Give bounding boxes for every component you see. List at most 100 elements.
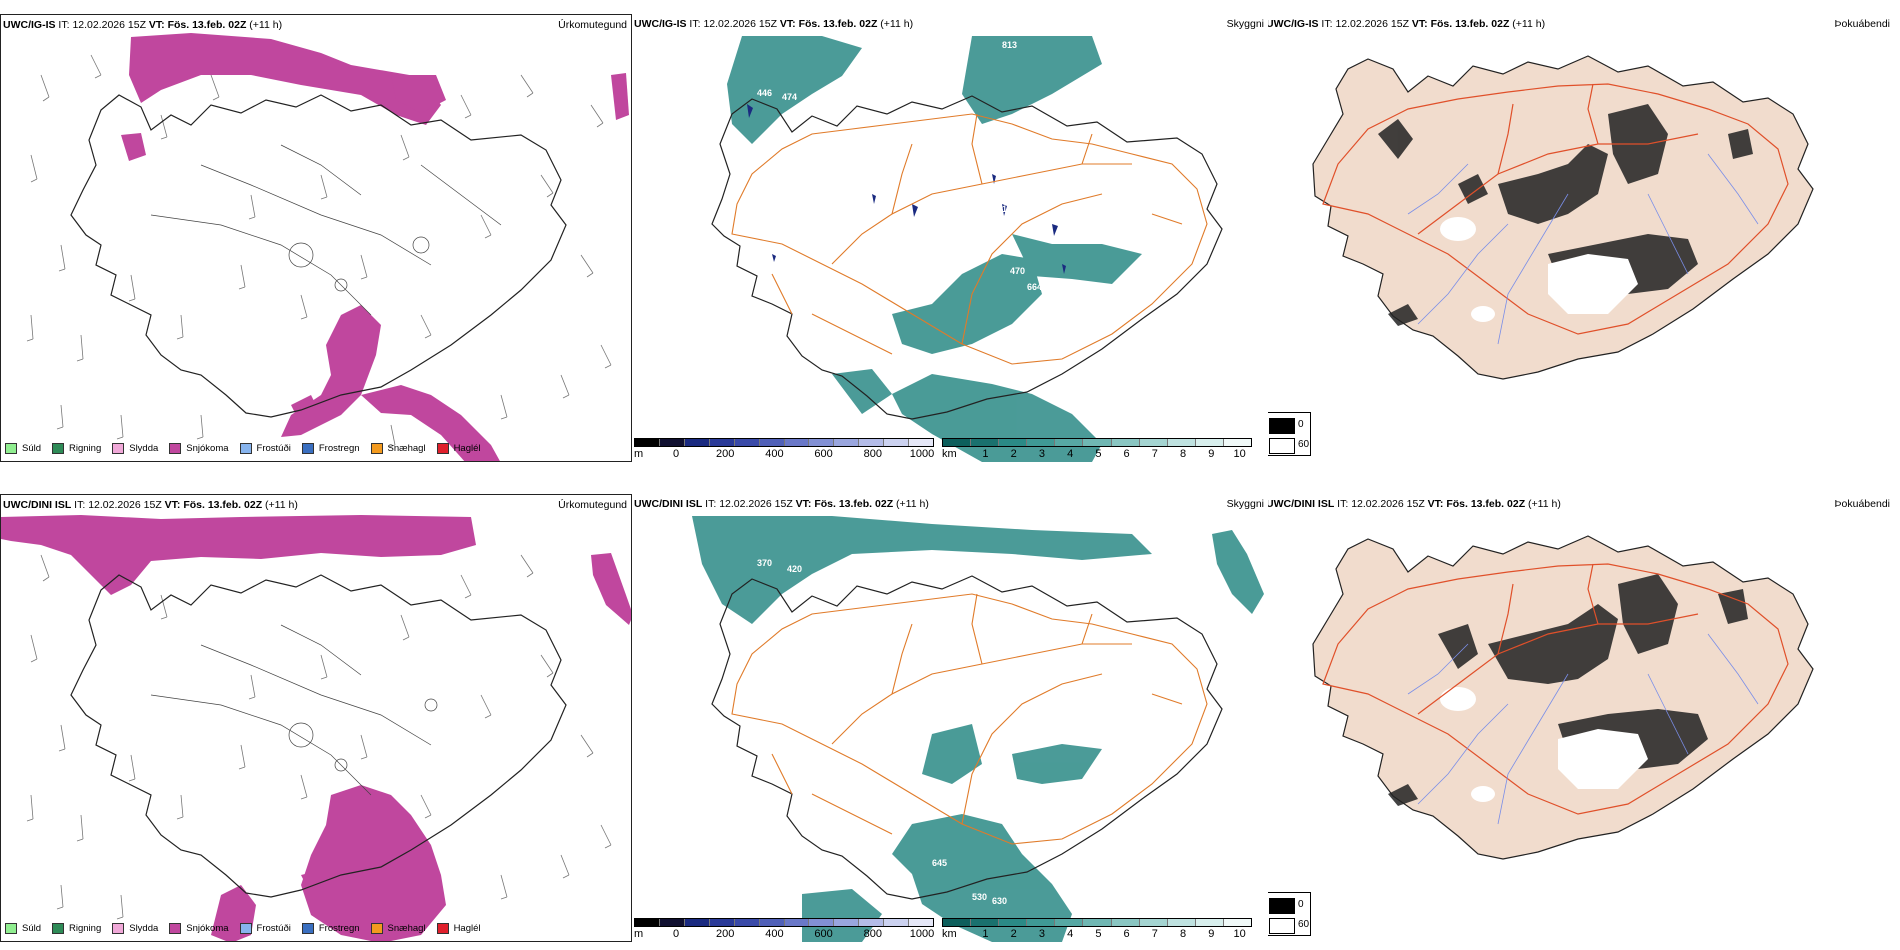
map-label: 891 <box>992 204 1007 214</box>
legend-label: Frostúði <box>256 922 291 934</box>
panel-title: Þokuábendi <box>1834 18 1890 30</box>
legend-item: Súld <box>5 442 41 454</box>
it-value: 12.02.2026 15Z <box>703 18 777 30</box>
scale-tick-label: 3 <box>1038 448 1045 460</box>
legend-swatch <box>52 442 65 454</box>
wind-barbs <box>26 554 612 920</box>
iceland-land <box>1312 55 1814 380</box>
glaciers <box>1440 217 1638 322</box>
map-label: 470 <box>1010 266 1025 276</box>
visibility-scale-ticks: km 1 2 3 4 5 6 7 8 9 10 <box>942 447 1252 460</box>
legend-label: Slydda <box>129 922 159 934</box>
legend-label: Frostregn <box>318 442 360 454</box>
map-label: 645 <box>932 858 947 868</box>
internal-contours <box>150 624 438 796</box>
visibility-map-1: 813 446 474 470 664 615 891 <box>711 36 1223 462</box>
map-label: 420 <box>787 564 802 574</box>
scale-step <box>943 919 972 926</box>
legend-item: Rigning <box>52 442 102 454</box>
model-name: UWC/DINI ISL <box>3 499 72 511</box>
scale-step <box>809 439 835 446</box>
it-value: 12.02.2026 15Z <box>72 19 146 31</box>
it-value: 12.02.2026 15Z <box>1351 498 1425 510</box>
fog-legend-dark-label: 0 <box>1298 899 1304 910</box>
scale-tick-label: 0 <box>672 928 680 940</box>
scale-tick-label: 1 <box>982 448 989 460</box>
scale-step <box>1111 439 1140 446</box>
height-unit: m <box>634 448 644 460</box>
panel-header: UWC/IG-IS IT: 12.02.2026 15Z VT: Fös. 13… <box>1268 18 1545 30</box>
scale-step <box>1195 439 1224 446</box>
legend-item: Rigning <box>52 922 101 934</box>
scale-step <box>635 439 660 446</box>
scale-tick-label: 200 <box>716 928 735 940</box>
iceland-land <box>1312 535 1814 860</box>
scale-step <box>734 439 760 446</box>
panel-title: Skyggni <box>1226 498 1264 510</box>
scale-step <box>834 439 860 446</box>
visibility-map-2: 370 420 645 530 630 <box>692 516 1264 942</box>
it-label: IT: <box>1321 18 1333 30</box>
precip-map-1 <box>26 33 629 461</box>
scale-step <box>709 439 735 446</box>
iceland-outline <box>711 575 1223 900</box>
map-label: 615 <box>1077 282 1092 292</box>
legend-label: Slydda <box>129 442 159 454</box>
scale-tick-label: 4 <box>1067 448 1074 460</box>
legend-label: Frostregn <box>318 922 360 934</box>
scale-step <box>884 919 910 926</box>
scale-tick-label: 800 <box>863 928 882 940</box>
legend-swatch <box>52 922 65 934</box>
scale-step <box>684 439 710 446</box>
scale-tick-label: 6 <box>1123 928 1130 940</box>
glaciers <box>1440 687 1648 802</box>
lead-time: (+11 h) <box>1528 498 1561 510</box>
rivers <box>1407 633 1759 825</box>
scale-step <box>884 439 910 446</box>
legend-label: Snjókoma <box>186 442 229 454</box>
fog-legend-light-swatch <box>1269 918 1295 934</box>
scale-step <box>1223 439 1252 446</box>
legend-label: Snæhagl <box>387 922 426 934</box>
scale-tick-label: 1000 <box>909 448 935 460</box>
legend-label: Súld <box>22 922 42 934</box>
scale-tick-label: 1000 <box>909 928 935 940</box>
scale-step <box>1083 439 1112 446</box>
legend-swatch <box>239 922 252 934</box>
map-label: 664 <box>1027 282 1042 292</box>
legend-label: Snæhagl <box>387 442 426 454</box>
map-label: 474 <box>782 92 797 102</box>
it-value: 12.02.2026 15Z <box>719 498 793 510</box>
scale-step <box>909 439 934 446</box>
panel-title: Úrkomutegund <box>558 499 627 511</box>
scale-step <box>909 919 934 926</box>
scale-step <box>659 919 685 926</box>
height-scale-ticks: m 0 200 400 600 800 1000 <box>634 447 934 460</box>
scale-tick-label: 10 <box>1233 928 1246 940</box>
scale-step <box>635 919 660 926</box>
legend-swatch <box>5 442 17 454</box>
map-label: 630 <box>992 896 1007 906</box>
panel-title: Úrkomutegund <box>558 19 627 31</box>
scale-tick-label: 0 <box>672 448 680 460</box>
scale-step <box>759 439 785 446</box>
vt-label: VT: Fös. 13.feb. 02Z <box>779 18 878 30</box>
scale-step <box>1223 919 1252 926</box>
panel-title: Þokuábendi <box>1834 498 1890 510</box>
iceland-outline <box>711 95 1223 420</box>
scale-tick-label: 7 <box>1151 928 1158 940</box>
height-scale-bar <box>634 918 934 927</box>
scale-tick-label: 5 <box>1095 448 1102 460</box>
scale-tick-label: 4 <box>1067 928 1074 940</box>
visibility-panel-2: 370 420 645 530 630 UWC/DINI ISL IT: 12.… <box>632 494 1272 942</box>
scale-step <box>1027 439 1056 446</box>
scale-tick-label: 10 <box>1233 448 1246 460</box>
scale-tick-label: 3 <box>1038 928 1045 940</box>
legend-label: Rigning <box>69 442 102 454</box>
fog-legend-light-swatch <box>1269 438 1295 454</box>
legend-swatch <box>239 442 252 454</box>
scale-step <box>1027 919 1056 926</box>
legend-item: Frostregn <box>301 922 360 934</box>
lead-time: (+11 h) <box>265 499 298 511</box>
fog-legend-light-label: 60 <box>1298 919 1310 930</box>
